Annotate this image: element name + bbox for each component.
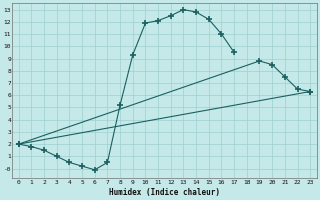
X-axis label: Humidex (Indice chaleur): Humidex (Indice chaleur) — [109, 188, 220, 197]
